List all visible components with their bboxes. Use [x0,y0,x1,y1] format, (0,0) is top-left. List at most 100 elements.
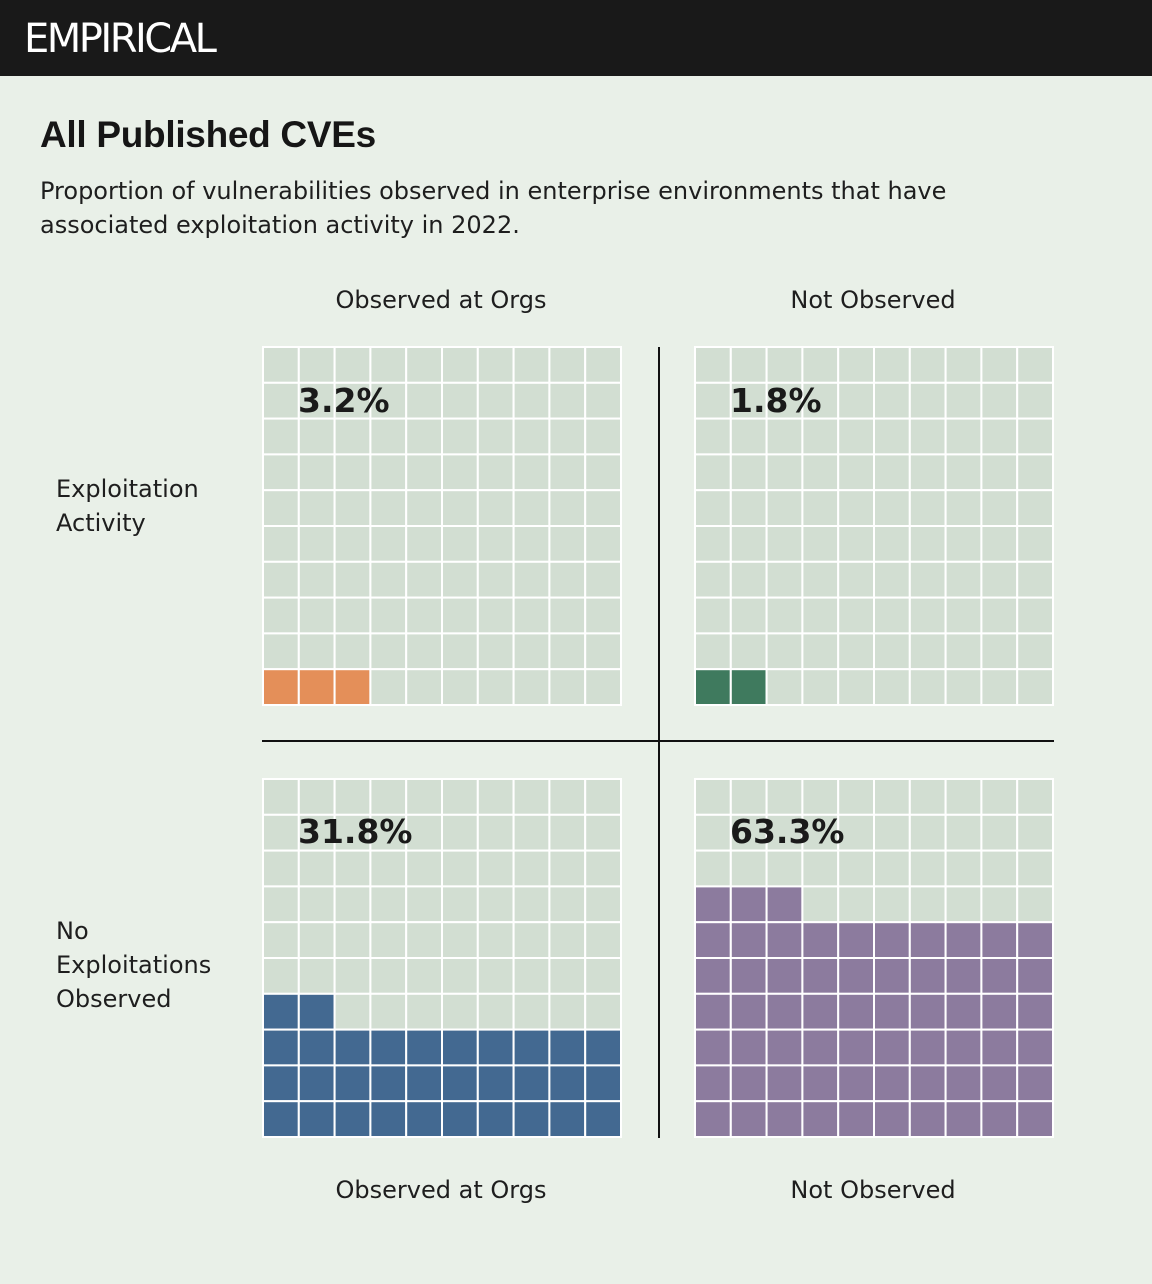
waffle-square-filled [873,921,911,960]
waffle-square-filled [548,1064,587,1103]
waffle-square-empty [694,525,732,563]
waffle-square-filled [765,1064,804,1103]
waffle-square-filled [801,957,840,995]
waffle-square-empty [297,417,336,456]
waffle-square-empty [944,885,983,924]
waffle-square-empty [873,560,911,599]
waffle-square-empty [1016,813,1055,852]
column-header-observed: Observed at Orgs [335,286,547,314]
waffle-square-empty [548,632,587,671]
waffle-square-empty [908,346,947,384]
waffle-square-empty [512,813,551,852]
percent-label-exploitation-observed: 3.2% [298,381,390,420]
waffle-square-empty [584,596,623,635]
waffle-square-empty [441,381,479,420]
waffle-square-empty [908,525,947,563]
waffle-square-filled [297,992,336,1031]
waffle-square-empty [262,346,300,384]
waffle-square-empty [369,957,408,995]
waffle-square-empty [476,453,515,492]
waffle-square-empty [584,668,623,707]
waffle-square-empty [441,957,479,995]
waffle-square-empty [333,957,372,995]
waffle-square-empty [765,525,804,563]
waffle-square-empty [476,921,515,960]
waffle-square-empty [476,992,515,1031]
waffle-square-empty [548,849,587,888]
waffle-square-empty [1016,778,1055,816]
waffle-square-empty [980,885,1019,924]
waffle-square-empty [548,885,587,924]
waffle-square-filled [369,1100,408,1138]
waffle-square-empty [369,632,408,671]
waffle-square-empty [369,921,408,960]
waffle-square-filled [441,1028,479,1067]
waffle-panel-no-exploitation-observed [262,778,623,1138]
waffle-square-empty [873,849,911,888]
waffle-square-empty [801,596,840,635]
waffle-square-filled [980,957,1019,995]
waffle-square-empty [512,885,551,924]
waffle-panel-exploitation-observed [262,346,623,707]
waffle-square-filled [1016,1064,1055,1103]
waffle-square-empty [944,525,983,563]
waffle-square-empty [944,560,983,599]
waffle-square-empty [584,417,623,456]
waffle-square-empty [476,668,515,707]
waffle-square-empty [694,381,732,420]
waffle-square-empty [837,632,876,671]
waffle-square-empty [405,957,444,995]
waffle-square-empty [297,921,336,960]
waffle-square-filled [729,957,768,995]
waffle-square-empty [1016,632,1055,671]
waffle-square-filled [1016,957,1055,995]
waffle-square-empty [584,992,623,1031]
waffle-square-empty [262,778,300,816]
waffle-square-empty [476,957,515,995]
waffle-square-empty [441,849,479,888]
waffle-square-empty [369,849,408,888]
waffle-square-filled [694,957,732,995]
waffle-square-filled [297,1100,336,1138]
waffle-square-empty [476,417,515,456]
waffle-square-filled [873,1100,911,1138]
waffle-square-filled [297,668,336,707]
waffle-square-empty [1016,596,1055,635]
waffle-square-empty [297,453,336,492]
waffle-square-empty [476,632,515,671]
percent-label-no-exploitation-observed: 31.8% [298,812,413,851]
waffle-square-empty [369,381,408,420]
waffle-square-empty [729,453,768,492]
waffle-square-empty [801,489,840,528]
waffle-square-empty [369,992,408,1031]
waffle-square-filled [908,1100,947,1138]
waffle-square-empty [512,381,551,420]
waffle-square-empty [801,778,840,816]
waffle-square-empty [441,632,479,671]
waffle-square-filled [694,921,732,960]
waffle-square-empty [476,525,515,563]
waffle-square-filled [801,1100,840,1138]
waffle-panel-no-exploitation-not-observed [694,778,1055,1138]
waffle-square-empty [944,346,983,384]
brand-logo: EMPIRICAL [24,16,217,62]
waffle-square-filled [801,1028,840,1067]
waffle-square-empty [908,381,947,420]
waffle-square-filled [837,992,876,1031]
waffle-square-empty [548,668,587,707]
waffle-square-empty [512,849,551,888]
waffle-square-empty [333,885,372,924]
waffle-square-filled [476,1028,515,1067]
waffle-square-filled [1016,1100,1055,1138]
waffle-square-empty [980,849,1019,888]
waffle-square-empty [694,560,732,599]
waffle-square-empty [405,596,444,635]
waffle-square-empty [944,453,983,492]
waffle-square-empty [729,417,768,456]
waffle-square-filled [262,992,300,1031]
waffle-square-empty [944,849,983,888]
waffle-square-empty [584,346,623,384]
waffle-square-empty [262,453,300,492]
waffle-square-filled [1016,1028,1055,1067]
